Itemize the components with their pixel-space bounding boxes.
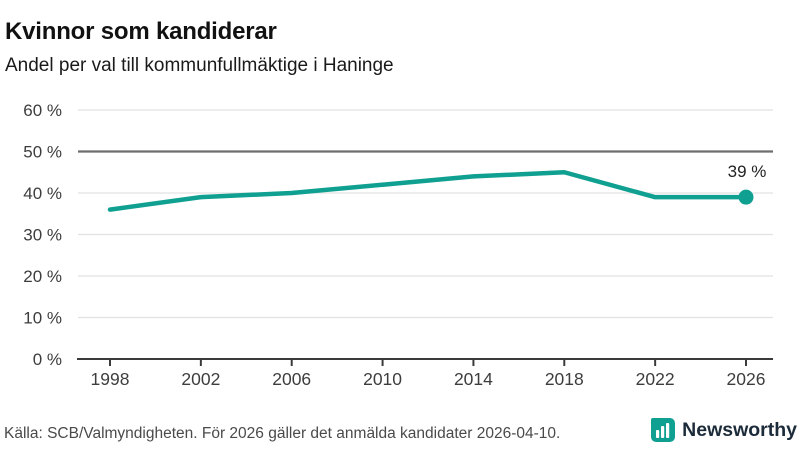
y-tick-label: 20 % — [23, 267, 62, 286]
x-axis — [77, 358, 773, 366]
newsworthy-icon — [651, 417, 676, 442]
y-gridlines — [78, 109, 773, 319]
y-tick-label: 60 % — [23, 101, 62, 120]
y-tick-label: 0 % — [33, 350, 62, 369]
source-note: Källa: SCB/Valmyndigheten. För 2026 gäll… — [4, 425, 561, 442]
y-tick-label: 50 % — [23, 143, 62, 162]
y-axis-labels: 0 % 10 % 20 % 30 % 40 % 50 % 60 % — [23, 101, 62, 369]
end-point-marker — [738, 189, 754, 205]
x-tick-label: 2018 — [545, 369, 584, 389]
data-series: 39 % — [107, 162, 767, 212]
page-title: Kvinnor som kandiderar — [5, 18, 277, 46]
y-tick-label: 10 % — [23, 309, 62, 328]
x-tick-label: 1998 — [91, 369, 130, 389]
x-axis-labels: 1998 2002 2006 2010 2014 2018 2022 2026 — [91, 369, 766, 389]
end-point-value-label: 39 % — [728, 162, 767, 181]
trend-line — [107, 170, 749, 212]
x-tick-label: 2026 — [727, 369, 766, 389]
newsworthy-wordmark: Newsworthy — [682, 418, 797, 441]
x-tick-label: 2010 — [363, 369, 402, 389]
x-tick-label: 2022 — [636, 369, 675, 389]
x-tick-label: 2002 — [181, 369, 220, 389]
line-chart: 0 % 10 % 20 % 30 % 40 % 50 % 60 % 1998 2002 2006… — [23, 101, 773, 389]
x-tick-label: 2014 — [454, 369, 493, 389]
x-tick-label: 2006 — [272, 369, 311, 389]
y-tick-label: 30 % — [23, 226, 62, 245]
chart-subtitle: Andel per val till kommunfullmäktige i H… — [5, 55, 394, 76]
newsworthy-logo-link[interactable]: Newsworthy — [649, 415, 797, 445]
y-tick-label: 40 % — [23, 184, 62, 203]
